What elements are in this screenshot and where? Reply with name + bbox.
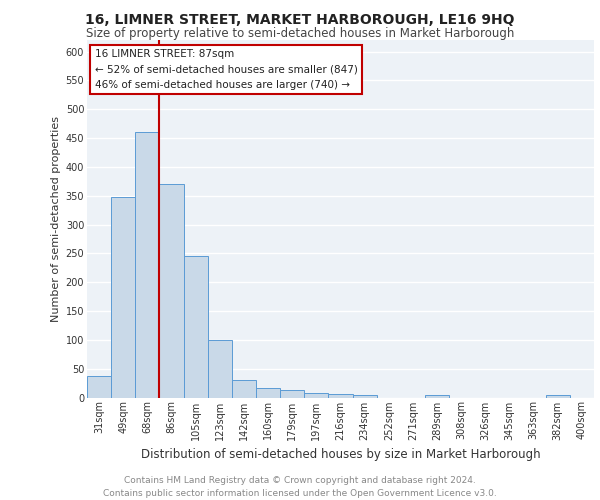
- Y-axis label: Number of semi-detached properties: Number of semi-detached properties: [52, 116, 61, 322]
- Bar: [256, 388, 280, 398]
- Bar: [328, 394, 353, 398]
- Bar: [160, 184, 184, 398]
- Bar: [184, 256, 208, 398]
- Bar: [208, 340, 232, 398]
- Bar: [304, 393, 328, 398]
- Bar: [280, 390, 304, 398]
- X-axis label: Distribution of semi-detached houses by size in Market Harborough: Distribution of semi-detached houses by …: [140, 448, 541, 461]
- Bar: [135, 132, 160, 398]
- Bar: [425, 394, 449, 398]
- Bar: [111, 197, 135, 398]
- Bar: [232, 380, 256, 398]
- Text: 16, LIMNER STREET, MARKET HARBOROUGH, LE16 9HQ: 16, LIMNER STREET, MARKET HARBOROUGH, LE…: [85, 12, 515, 26]
- Bar: [546, 394, 570, 398]
- Bar: [87, 376, 111, 398]
- Bar: [353, 394, 377, 398]
- Text: Size of property relative to semi-detached houses in Market Harborough: Size of property relative to semi-detach…: [86, 28, 514, 40]
- Text: 16 LIMNER STREET: 87sqm
← 52% of semi-detached houses are smaller (847)
46% of s: 16 LIMNER STREET: 87sqm ← 52% of semi-de…: [95, 49, 358, 90]
- Text: Contains HM Land Registry data © Crown copyright and database right 2024.
Contai: Contains HM Land Registry data © Crown c…: [103, 476, 497, 498]
